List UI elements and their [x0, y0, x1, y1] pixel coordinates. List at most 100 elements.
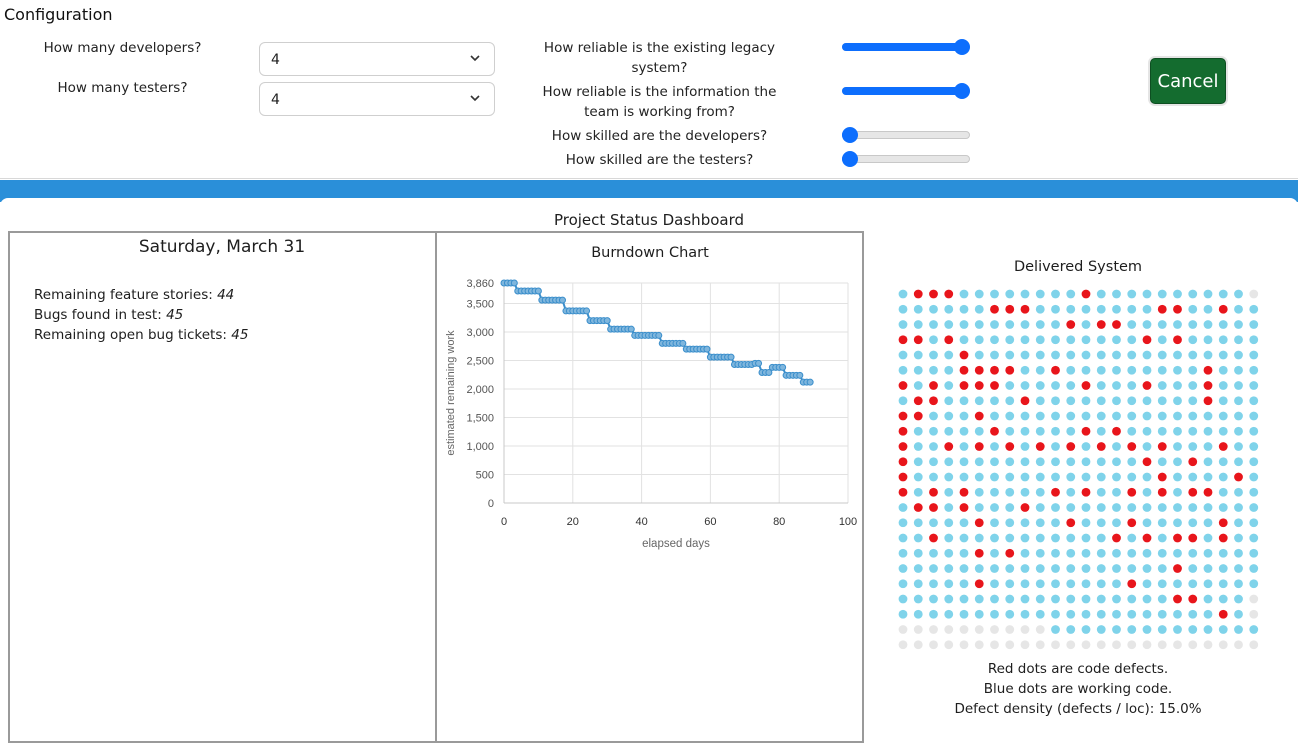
working-code-dot — [959, 320, 969, 329]
working-code-dot — [1157, 594, 1167, 604]
working-code-dot — [1234, 381, 1243, 390]
working-code-dot — [1051, 503, 1060, 512]
working-code-dot — [944, 487, 954, 497]
working-code-dot — [1203, 320, 1213, 329]
working-code-dot — [1051, 518, 1060, 528]
slider-thumb[interactable] — [842, 127, 858, 143]
working-code-dot — [1173, 472, 1182, 482]
working-code-dot — [913, 426, 923, 436]
defect-dot — [944, 289, 954, 299]
empty-dot — [1142, 640, 1152, 650]
empty-dot — [944, 640, 954, 650]
tester-skill-slider[interactable] — [842, 151, 970, 167]
working-code-dot — [1157, 579, 1167, 589]
developer-skill-slider[interactable] — [842, 127, 970, 143]
working-code-dot — [1203, 564, 1213, 573]
working-code-dot — [974, 426, 984, 436]
working-code-dot — [1203, 335, 1213, 345]
working-code-dot — [1218, 335, 1228, 345]
defect-dot — [1066, 442, 1076, 451]
empty-dot — [990, 625, 999, 634]
empty-dot — [1249, 640, 1259, 650]
defect-dot — [974, 548, 984, 558]
empty-dot — [959, 640, 969, 650]
defect-dot — [1142, 381, 1152, 390]
testers-select-value: 4 — [271, 92, 280, 108]
working-code-dot — [1218, 396, 1228, 406]
defect-dot — [1218, 304, 1228, 314]
working-code-dot — [1142, 442, 1152, 451]
working-code-dot — [929, 320, 938, 329]
slider-thumb[interactable] — [954, 83, 970, 99]
working-code-dot — [959, 289, 969, 299]
working-code-dot — [1112, 503, 1121, 512]
testers-select[interactable]: 4 — [259, 82, 495, 116]
working-code-dot — [944, 594, 954, 604]
y-tick-label: 0 — [488, 498, 494, 510]
working-code-dot — [1081, 365, 1091, 375]
working-code-dot — [944, 365, 954, 375]
working-code-dot — [1005, 594, 1015, 604]
working-code-dot — [1005, 320, 1015, 329]
legend-red: Red dots are code defects. — [987, 661, 1169, 677]
working-code-dot — [990, 564, 999, 573]
data-point — [779, 363, 787, 371]
defect-dot — [898, 381, 908, 390]
working-code-dot — [1203, 304, 1213, 314]
working-code-dot — [1188, 365, 1198, 375]
x-axis-label: elapsed days — [642, 538, 710, 550]
legacy-reliability-slider[interactable] — [842, 39, 970, 55]
working-code-dot — [944, 503, 954, 512]
defect-dot — [929, 487, 938, 497]
working-code-dot — [1218, 487, 1228, 497]
working-code-dot — [1112, 289, 1121, 299]
working-code-dot — [1005, 503, 1015, 512]
working-code-dot — [898, 594, 908, 604]
burndown-chart-title: Burndown Chart — [591, 245, 709, 261]
working-code-dot — [1127, 564, 1137, 573]
working-code-dot — [1096, 564, 1106, 573]
working-code-dot — [1234, 594, 1243, 604]
working-code-dot — [1020, 518, 1030, 528]
working-code-dot — [1035, 548, 1045, 558]
working-code-dot — [1020, 594, 1030, 604]
working-code-dot — [1173, 381, 1182, 390]
working-code-dot — [974, 457, 984, 467]
working-code-dot — [929, 350, 938, 360]
working-code-dot — [1234, 609, 1243, 619]
working-code-dot — [944, 472, 954, 482]
working-code-dot — [1249, 579, 1259, 589]
slider-track — [842, 155, 970, 163]
working-code-dot — [1066, 487, 1076, 497]
working-code-dot — [913, 457, 923, 467]
working-code-dot — [1096, 548, 1106, 558]
working-code-dot — [1218, 548, 1228, 558]
working-code-dot — [1249, 442, 1259, 451]
data-point — [796, 371, 804, 379]
slider-thumb[interactable] — [842, 151, 858, 167]
working-code-dot — [1096, 609, 1106, 619]
info-reliability-slider[interactable] — [842, 83, 970, 99]
working-code-dot — [1096, 457, 1106, 467]
bugs-found-label: Bugs found in test: — [34, 307, 162, 323]
slider-thumb[interactable] — [954, 39, 970, 55]
working-code-dot — [1066, 396, 1076, 406]
working-code-dot — [974, 503, 984, 512]
developers-select[interactable]: 4 — [259, 42, 495, 76]
working-code-dot — [959, 335, 969, 345]
working-code-dot — [1127, 381, 1137, 390]
cancel-button[interactable]: Cancel — [1150, 58, 1226, 104]
empty-dot — [1112, 640, 1121, 650]
working-code-dot — [1157, 518, 1167, 528]
working-code-dot — [898, 609, 908, 619]
working-code-dot — [1142, 564, 1152, 573]
legacy-reliability-label: How reliable is the existing legacy syst… — [543, 40, 776, 76]
working-code-dot — [929, 472, 938, 482]
defect-dot — [1218, 609, 1228, 619]
working-code-dot — [929, 365, 938, 375]
working-code-dot — [1096, 472, 1106, 482]
working-code-dot — [990, 472, 999, 482]
configuration-panel: Configuration How many developers? How m… — [0, 0, 1298, 179]
working-code-dot — [1173, 426, 1182, 436]
defect-dot — [1142, 533, 1152, 543]
